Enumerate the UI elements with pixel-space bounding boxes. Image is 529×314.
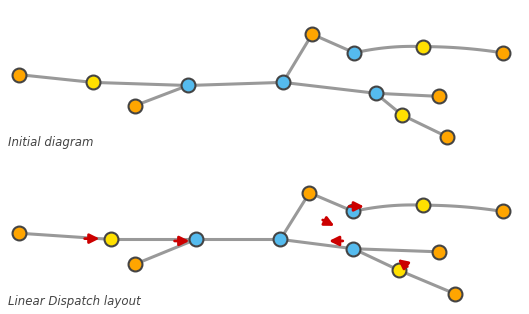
Text: Linear Dispatch layout: Linear Dispatch layout bbox=[8, 295, 141, 308]
Point bbox=[498, 50, 507, 55]
Point bbox=[349, 209, 358, 214]
Point bbox=[435, 94, 443, 99]
Point bbox=[398, 112, 406, 117]
Point bbox=[419, 44, 427, 49]
Point bbox=[435, 249, 443, 254]
Point bbox=[279, 80, 287, 85]
Point bbox=[131, 262, 139, 267]
Point bbox=[371, 91, 380, 96]
Point bbox=[131, 103, 139, 108]
Point bbox=[443, 134, 451, 139]
Point bbox=[451, 291, 459, 296]
Point bbox=[305, 190, 314, 195]
Point bbox=[395, 268, 404, 273]
Point bbox=[184, 83, 192, 88]
Point bbox=[350, 50, 359, 55]
Text: Initial diagram: Initial diagram bbox=[8, 136, 94, 149]
Point bbox=[14, 231, 23, 236]
Point bbox=[107, 237, 115, 242]
Point bbox=[276, 237, 285, 242]
Point bbox=[419, 203, 427, 208]
Point bbox=[88, 80, 97, 85]
Point bbox=[498, 209, 507, 214]
Point bbox=[14, 72, 23, 77]
Point bbox=[308, 32, 316, 37]
Point bbox=[349, 246, 358, 251]
Point bbox=[191, 237, 200, 242]
